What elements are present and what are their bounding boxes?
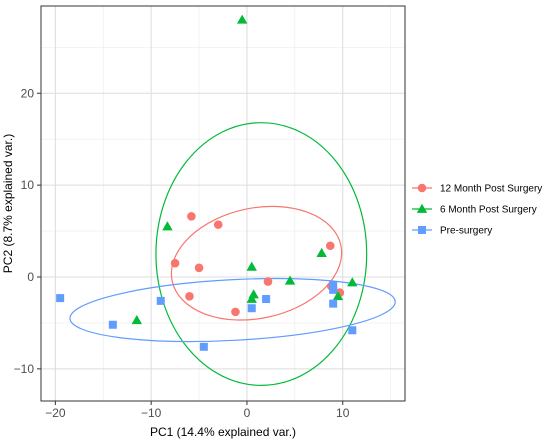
confidence-ellipses (69, 122, 396, 386)
ellipse-series-1 (155, 122, 368, 386)
data-point-series-2 (108, 320, 117, 329)
data-point-series-2 (199, 342, 208, 351)
y-axis-title: PC2 (8.7% explained var.) (1, 134, 15, 273)
axes: −20 −10 0 10 −10 0 10 20 (14, 5, 406, 420)
x-tick-label: 10 (336, 406, 350, 420)
x-tick-label: −20 (45, 406, 66, 420)
data-point-series-0 (213, 220, 223, 229)
data-point-series-1 (332, 291, 344, 301)
grid-lines (41, 6, 405, 401)
data-point-series-2 (247, 304, 256, 313)
panel-background (41, 6, 405, 401)
data-point-series-1 (316, 247, 327, 258)
data-point-series-1 (131, 314, 142, 325)
data-point-series-1 (246, 293, 257, 303)
legend: 12 Month Post Surgery 6 Month Post Surger… (412, 184, 542, 237)
data-point-series-2 (156, 296, 165, 305)
data-point-series-2 (348, 326, 357, 335)
data-point-series-1 (284, 275, 296, 285)
data-point-series-0 (325, 241, 335, 251)
data-points (56, 14, 358, 351)
legend-label: 6 Month Post Surgery (440, 205, 537, 216)
x-tick-label: 0 (244, 406, 251, 420)
data-point-series-1 (236, 14, 248, 24)
ellipse-series-2 (69, 278, 396, 343)
data-point-series-1 (347, 277, 358, 287)
data-point-series-0 (170, 258, 180, 268)
data-point-series-0 (187, 212, 196, 221)
data-point-series-2 (329, 285, 338, 294)
y-tick-label: 20 (21, 86, 35, 100)
data-point-series-2 (329, 299, 338, 308)
legend-label: 12 Month Post Surgery (440, 184, 542, 195)
data-point-series-0 (194, 263, 204, 273)
ellipse-series-0 (170, 205, 343, 321)
y-tick-label: 0 (27, 270, 34, 284)
x-axis-title: PC1 (14.4% explained var.) (150, 425, 296, 439)
legend-key-marker (418, 226, 426, 234)
data-point-series-0 (231, 307, 240, 317)
legend-key-marker (417, 183, 427, 193)
data-point-series-1 (246, 261, 257, 271)
data-point-series-0 (185, 291, 194, 301)
panel-border (40, 5, 406, 402)
plot-panel (41, 6, 405, 401)
y-tick-label: 10 (21, 178, 35, 192)
legend-key-marker (416, 203, 428, 213)
data-point-series-1 (162, 221, 173, 231)
data-point-series-2 (262, 295, 271, 304)
data-point-series-2 (56, 294, 65, 303)
y-tick-label: −10 (14, 362, 35, 376)
data-point-series-2 (329, 281, 338, 290)
legend-label: Pre-surgery (440, 226, 492, 237)
x-tick-label: −10 (141, 406, 162, 420)
data-point-series-0 (263, 277, 273, 286)
